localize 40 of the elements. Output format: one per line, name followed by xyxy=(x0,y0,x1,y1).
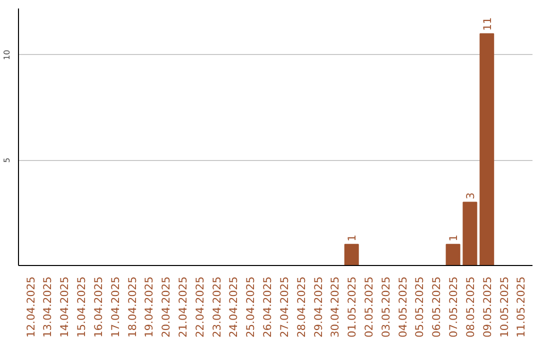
x-tick-label: 17.04.2025 xyxy=(108,276,122,338)
x-tick-label: 15.04.2025 xyxy=(75,276,88,338)
x-tick-label: 09.05.2025 xyxy=(480,276,494,338)
x-tick-label: 23.04.2025 xyxy=(210,276,224,338)
data-label: 3 xyxy=(464,192,477,200)
x-tick-label: 19.04.2025 xyxy=(142,276,156,338)
x-tick-label: 11.05.2025 xyxy=(514,276,528,338)
x-tick-label: 08.05.2025 xyxy=(464,276,477,338)
bar xyxy=(462,202,478,266)
bar xyxy=(344,244,359,266)
x-tick-label: 03.05.2025 xyxy=(379,276,392,338)
x-tick-label: 10.05.2025 xyxy=(498,276,511,338)
x-tick-label: 24.04.2025 xyxy=(227,276,240,338)
x-tick-label: 30.04.2025 xyxy=(328,276,342,338)
x-tick-label: 29.04.2025 xyxy=(312,276,325,338)
y-tick-label: 5 xyxy=(2,158,12,163)
bar xyxy=(446,244,460,266)
x-tick-label: 02.05.2025 xyxy=(362,276,376,338)
x-tick-label: 13.04.2025 xyxy=(41,276,54,338)
data-label: 1 xyxy=(346,234,359,242)
x-tick-label: 27.04.2025 xyxy=(278,276,291,338)
x-tick-label: 20.04.2025 xyxy=(160,276,173,338)
x-tick-label: 14.04.2025 xyxy=(58,276,72,338)
x-tick-label: 26.04.2025 xyxy=(261,276,274,338)
x-tick-label: 28.04.2025 xyxy=(294,276,308,338)
x-tick-label: 06.05.2025 xyxy=(430,276,444,338)
bar xyxy=(480,33,494,266)
x-tick-label: 07.05.2025 xyxy=(447,276,460,338)
x-tick-label: 25.04.2025 xyxy=(244,276,258,338)
x-tick-label: 12.04.2025 xyxy=(24,276,38,338)
data-label: 1 xyxy=(447,234,460,242)
x-tick-label: 01.05.2025 xyxy=(346,276,359,338)
x-tick-label: 22.04.2025 xyxy=(193,276,206,338)
x-tick-label: 18.04.2025 xyxy=(126,276,139,338)
y-tick-label: 10 xyxy=(2,50,12,60)
x-tick-label: 05.05.2025 xyxy=(413,276,426,338)
x-tick-label: 04.05.2025 xyxy=(396,276,410,338)
data-label: 11 xyxy=(480,17,494,31)
x-tick-label: 16.04.2025 xyxy=(92,276,105,338)
x-tick-label: 21.04.2025 xyxy=(176,276,190,338)
